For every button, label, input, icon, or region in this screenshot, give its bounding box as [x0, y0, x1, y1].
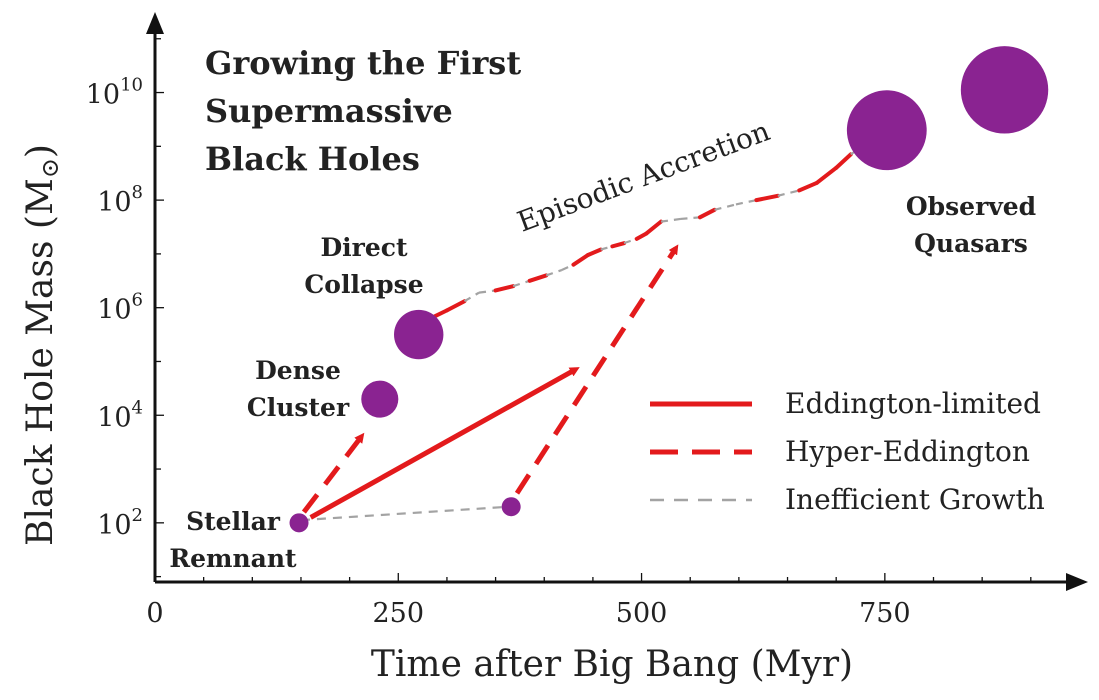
y-tick-label: 102	[97, 505, 143, 541]
episodic-segment	[444, 299, 467, 313]
label-stellar-remnant: Stellar	[186, 507, 281, 536]
label-quasar-2: Quasars	[914, 229, 1028, 258]
legend-label-inefficient: Inefficient Growth	[785, 483, 1045, 516]
y-tick-label: 108	[97, 182, 143, 218]
y-tick-exponent: 8	[132, 182, 143, 203]
label-direct-collapse: Direct	[320, 233, 407, 262]
episodic-segment	[680, 216, 701, 221]
episodic-segment	[660, 217, 681, 223]
y-tick-exponent: 4	[132, 397, 143, 418]
episodic-segment	[478, 289, 496, 294]
y-axis-label-text: Black Hole Mass (M	[20, 178, 61, 546]
episodic-segment	[493, 284, 516, 293]
episodic-segment	[600, 245, 613, 251]
episodic-segment	[697, 207, 717, 220]
point-quasar-2	[960, 46, 1049, 134]
y-tick-base: 10	[86, 80, 120, 111]
y-tick-label: 1010	[86, 75, 143, 111]
y-tick-label: 104	[97, 397, 143, 433]
episodic-segment	[527, 273, 549, 283]
episodic-segment	[777, 189, 800, 197]
title-line-3: Black Holes	[205, 140, 420, 178]
label-direct-collapse: Collapse	[304, 270, 423, 299]
y-axis-label: Black Hole Mass (M⊙)	[20, 144, 64, 546]
y-tick-base: 10	[97, 295, 131, 326]
arrow-to-dense-cluster	[301, 432, 365, 514]
y-tick-exponent: 6	[132, 290, 143, 311]
legend: Eddington-limited Hyper-Eddington Ineffici…	[650, 387, 1045, 516]
episodic-segment	[814, 165, 839, 185]
y-tick-base: 10	[97, 187, 131, 218]
x-tick-label: 500	[616, 598, 668, 629]
growth-lines	[300, 140, 871, 522]
legend-label-eddington: Eddington-limited	[785, 387, 1041, 420]
title-line-1: Growing the First	[205, 44, 521, 82]
arrow-eddington-limited	[309, 367, 580, 520]
chart-title: Growing the First Supermassive Black Hol…	[205, 44, 532, 178]
point-seed-delayed	[501, 497, 521, 517]
y-tick-base: 10	[97, 510, 131, 541]
x-tick-label: 750	[859, 598, 911, 629]
episodic-segment	[714, 203, 737, 211]
label-quasar-2: Observed	[906, 192, 1036, 221]
episodic-segment	[545, 268, 563, 277]
point-stellar-remnant	[289, 513, 309, 533]
y-axis-label-close: )	[20, 144, 61, 158]
y-axis-label-sun: ⊙	[36, 158, 64, 178]
legend-label-hyper: Hyper-Eddington	[785, 435, 1030, 468]
point-direct-collapse	[394, 309, 444, 360]
y-tick-exponent: 10	[120, 75, 143, 96]
x-axis-arrowhead	[1066, 573, 1088, 591]
y-tick-base: 10	[97, 402, 131, 433]
title-line-2: Supermassive	[205, 92, 453, 130]
x-tick-label: 250	[373, 598, 425, 629]
episodic-segment	[735, 199, 757, 206]
episodic-segment	[610, 241, 627, 249]
episodic-segment	[571, 252, 591, 267]
episodic-segment	[586, 247, 603, 257]
episodic-segment	[644, 219, 664, 236]
label-stellar-remnant: Remnant	[169, 544, 297, 573]
label-dense-cluster: Dense	[255, 356, 341, 385]
data-points	[289, 46, 1049, 533]
episodic-segment	[797, 180, 819, 193]
episodic-segment	[561, 263, 574, 272]
y-tick-label: 106	[97, 290, 143, 326]
arrow-hyper-from-delayed	[514, 244, 679, 495]
x-axis-label: Time after Big Bang (Myr)	[371, 644, 853, 685]
point-dense-cluster	[361, 380, 399, 418]
point-labels: Stellar Remnant Dense Cluster Direct Collapse…	[169, 192, 1036, 573]
inefficient-segment	[300, 505, 510, 522]
episodic-segment	[623, 237, 638, 245]
x-tick-label: 0	[146, 598, 163, 629]
y-axis-arrowhead	[146, 12, 164, 34]
point-quasar-1	[846, 90, 927, 171]
episodic-segment	[512, 279, 530, 288]
episodic-segment	[463, 291, 480, 303]
label-dense-cluster: Cluster	[247, 393, 350, 422]
episodic-segment	[834, 152, 853, 170]
episodic-accretion-label: Episodic Accretion	[513, 114, 774, 238]
episodic-segment	[754, 193, 780, 203]
y-tick-exponent: 2	[132, 505, 143, 526]
